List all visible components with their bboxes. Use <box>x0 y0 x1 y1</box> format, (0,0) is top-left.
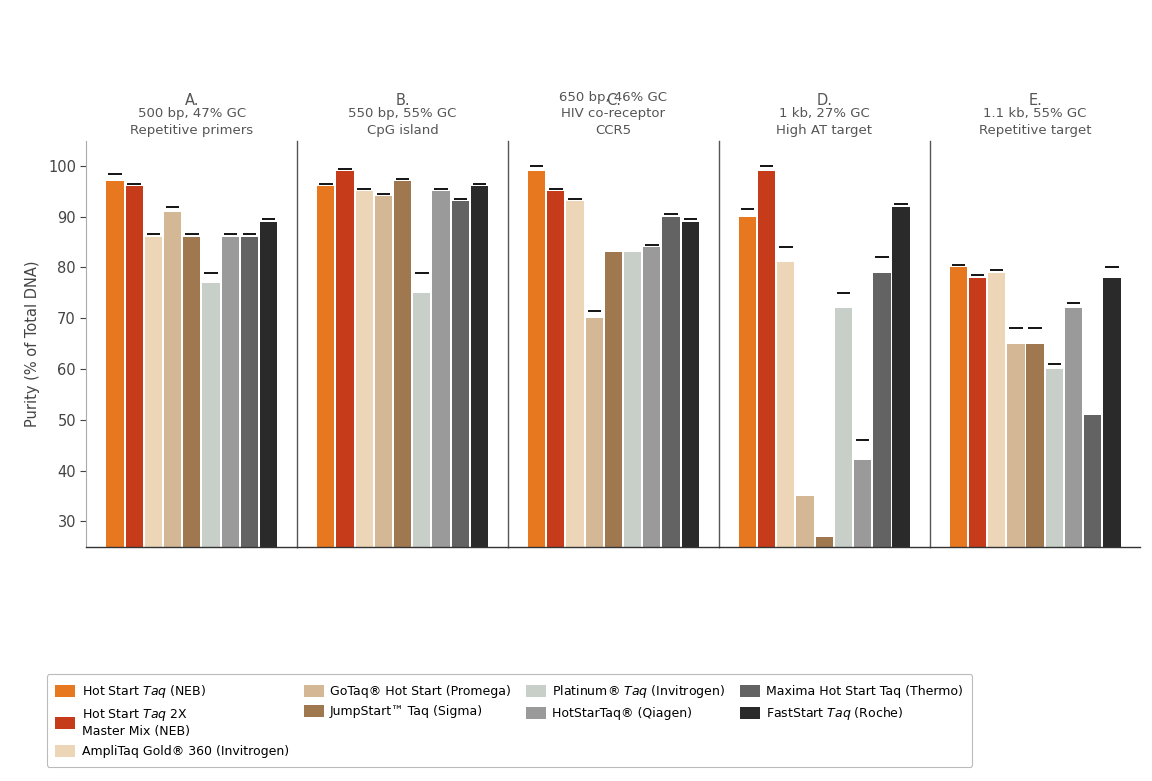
Bar <box>1104 277 1121 547</box>
Bar <box>221 237 238 547</box>
Bar <box>893 206 910 547</box>
Bar <box>126 186 143 547</box>
Bar <box>643 247 660 547</box>
Bar <box>203 283 220 547</box>
Bar <box>336 171 354 547</box>
Bar <box>738 216 756 547</box>
Text: 500 bp, 47% GC
Repetitive primers: 500 bp, 47% GC Repetitive primers <box>130 107 253 137</box>
Bar <box>164 212 181 547</box>
Bar <box>1026 344 1044 547</box>
Text: 1 kb, 27% GC
High AT target: 1 kb, 27% GC High AT target <box>776 107 872 137</box>
Bar <box>317 186 334 547</box>
Text: A.: A. <box>184 93 199 108</box>
Bar <box>585 319 602 547</box>
Bar <box>662 216 680 547</box>
Bar <box>432 191 449 547</box>
Bar <box>260 222 278 547</box>
Bar <box>374 196 392 547</box>
Bar <box>547 191 564 547</box>
Bar <box>624 252 642 547</box>
Bar <box>854 461 871 547</box>
Bar <box>873 273 890 547</box>
Text: 1.1 kb, 55% GC
Repetitive target: 1.1 kb, 55% GC Repetitive target <box>979 107 1091 137</box>
Bar <box>605 252 622 547</box>
Text: 550 bp, 55% GC
CpG island: 550 bp, 55% GC CpG island <box>348 107 457 137</box>
Bar <box>778 262 795 547</box>
Bar <box>356 191 373 547</box>
Bar <box>471 186 488 547</box>
Bar <box>183 237 200 547</box>
Text: B.: B. <box>395 93 410 108</box>
Bar <box>758 171 775 547</box>
Legend: Hot Start $Taq$ (NEB), Hot Start $Taq$ 2X
Master Mix (NEB), AmpliTaq Gold® 360 (: Hot Start $Taq$ (NEB), Hot Start $Taq$ 2… <box>46 675 972 767</box>
Bar <box>969 277 986 547</box>
Bar <box>1007 344 1024 547</box>
Text: E.: E. <box>1028 93 1043 108</box>
Bar <box>452 201 469 547</box>
Y-axis label: Purity (% of Total DNA): Purity (% of Total DNA) <box>24 260 39 427</box>
Bar <box>241 237 258 547</box>
Bar <box>682 222 699 547</box>
Bar <box>106 181 123 547</box>
Bar <box>835 308 852 547</box>
Bar <box>414 293 431 547</box>
Text: D.: D. <box>817 93 832 108</box>
Bar <box>796 496 813 547</box>
Bar <box>145 237 162 547</box>
Bar <box>1046 369 1063 547</box>
Bar <box>816 537 833 547</box>
Bar <box>394 181 411 547</box>
Text: C.: C. <box>606 93 621 108</box>
Bar <box>988 273 1006 547</box>
Text: 650 bp, 46% GC
HIV co-receptor
CCR5: 650 bp, 46% GC HIV co-receptor CCR5 <box>560 91 667 137</box>
Bar <box>949 267 967 547</box>
Bar <box>1084 415 1101 547</box>
Bar <box>528 171 545 547</box>
Bar <box>1064 308 1082 547</box>
Bar <box>567 201 584 547</box>
